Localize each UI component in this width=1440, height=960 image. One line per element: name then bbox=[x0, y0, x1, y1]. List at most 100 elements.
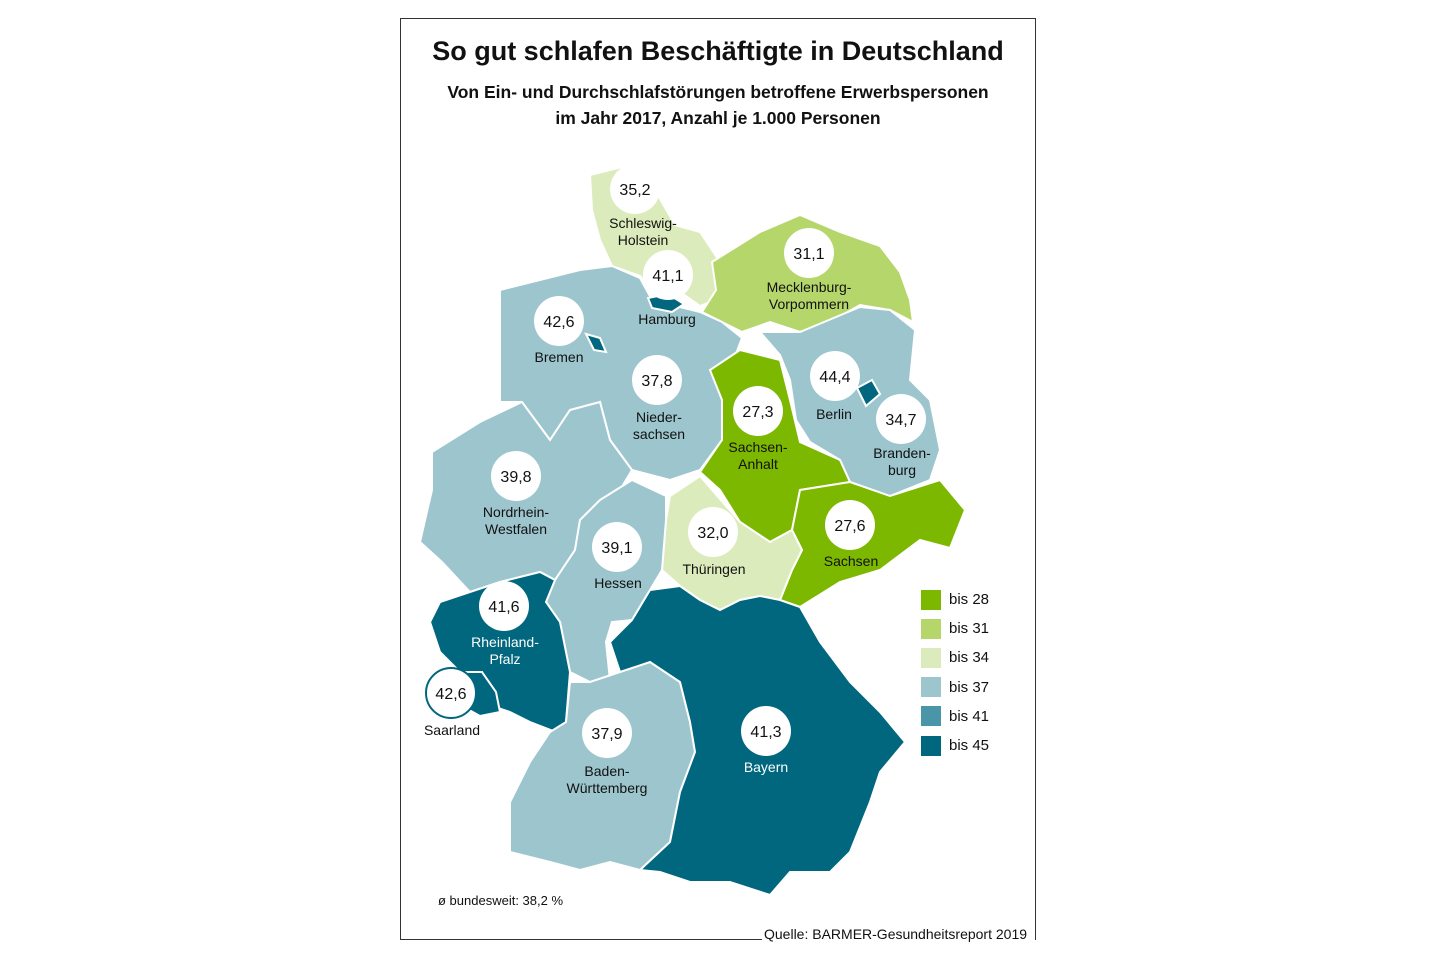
state-value: 34,7 bbox=[885, 412, 916, 429]
legend-swatch bbox=[921, 735, 941, 756]
state-value: 31,1 bbox=[793, 246, 824, 263]
state-value: 39,8 bbox=[500, 469, 531, 486]
legend-label: bis 37 bbox=[949, 678, 990, 696]
legend-item: bis 37 bbox=[921, 673, 989, 702]
state-label: Bayern bbox=[744, 759, 788, 775]
legend-item: bis 45 bbox=[921, 731, 989, 760]
state-marker-schleswig-holstein: 35,2 Schleswig-Holstein bbox=[609, 164, 677, 248]
value-circle bbox=[534, 296, 584, 346]
value-circle bbox=[491, 451, 541, 501]
value-circle bbox=[592, 522, 642, 572]
state-value: 44,4 bbox=[819, 369, 850, 386]
chart-frame bbox=[400, 18, 1036, 940]
value-circle bbox=[733, 386, 783, 436]
state-label: Anhalt bbox=[738, 456, 778, 472]
state-value: 27,3 bbox=[742, 404, 773, 421]
value-circle bbox=[632, 355, 682, 405]
state-marker-bayern: 41,3 Bayern bbox=[741, 706, 791, 775]
legend-swatch bbox=[921, 647, 941, 668]
value-circle bbox=[784, 228, 834, 278]
legend-swatch bbox=[921, 618, 941, 639]
state-label: Holstein bbox=[618, 232, 669, 248]
state-marker-hamburg: 41,1 Hamburg bbox=[638, 250, 696, 327]
state-label: sachsen bbox=[633, 426, 685, 442]
state-label: Baden- bbox=[584, 763, 629, 779]
value-circle bbox=[643, 250, 693, 300]
subtitle-line-2: im Jahr 2017, Anzahl je 1.000 Personen bbox=[555, 108, 881, 128]
legend-swatch bbox=[921, 589, 941, 610]
state-label: Nieder- bbox=[636, 409, 682, 425]
state-label: Westfalen bbox=[485, 521, 547, 537]
state-value: 27,6 bbox=[834, 518, 865, 535]
state-marker-hessen: 39,1 Hessen bbox=[592, 522, 642, 591]
value-circle bbox=[810, 351, 860, 401]
state-label: Württemberg bbox=[567, 780, 648, 796]
state-bremen bbox=[584, 332, 608, 354]
state-value: 42,6 bbox=[435, 686, 466, 703]
legend-item: bis 28 bbox=[921, 585, 989, 614]
state-marker-th-ringen: 32,0 Thüringen bbox=[682, 507, 746, 577]
state-value: 37,8 bbox=[641, 373, 672, 390]
frame-bottom-line bbox=[400, 939, 762, 940]
legend-label: bis 31 bbox=[949, 620, 990, 638]
legend-label: bis 34 bbox=[949, 649, 990, 667]
state-marker-rheinland-pfalz: 41,6 Rheinland-Pfalz bbox=[471, 581, 539, 667]
state-marker-sachsen: 27,6 Sachsen bbox=[824, 500, 878, 569]
state-value: 41,3 bbox=[750, 724, 781, 741]
state-label: Thüringen bbox=[682, 561, 745, 577]
state-value: 41,1 bbox=[652, 268, 683, 285]
state-marker-bremen: 42,6 Bremen bbox=[534, 296, 584, 365]
value-circle bbox=[876, 394, 926, 444]
value-circle bbox=[741, 706, 791, 756]
state-label: Berlin bbox=[816, 406, 852, 422]
state-marker-berlin: 44,4 Berlin bbox=[810, 351, 860, 422]
state-value: 35,2 bbox=[619, 182, 650, 199]
subtitle-line-1: Von Ein- und Durchschlafstörungen betrof… bbox=[447, 82, 989, 102]
state-label: Sachsen- bbox=[728, 439, 787, 455]
state-marker-brandenburg: 34,7 Branden-burg bbox=[873, 394, 931, 478]
state-label: Schleswig- bbox=[609, 215, 677, 231]
value-circle bbox=[479, 581, 529, 631]
map-subtitle: Von Ein- und Durchschlafstörungen betrof… bbox=[340, 79, 1096, 131]
legend-swatch bbox=[921, 677, 941, 698]
state-label: Saarland bbox=[424, 722, 480, 738]
legend-item: bis 41 bbox=[921, 702, 989, 731]
legend-label: bis 28 bbox=[949, 591, 990, 609]
state-label: burg bbox=[888, 462, 916, 478]
legend-item: bis 34 bbox=[921, 643, 989, 672]
value-circle bbox=[425, 667, 477, 719]
national-average: ø bundesweit: 38,2 % bbox=[438, 893, 564, 908]
state-label: Hamburg bbox=[638, 311, 696, 327]
value-circle bbox=[825, 500, 875, 550]
state-value: 42,6 bbox=[543, 314, 574, 331]
state-label: Vorpommern bbox=[769, 296, 849, 312]
state-value: 37,9 bbox=[591, 726, 622, 743]
state-marker-niedersachsen: 37,8 Nieder-sachsen bbox=[632, 355, 685, 442]
state-brandenburg bbox=[757, 305, 942, 498]
state-marker-sachsen-anhalt: 27,3 Sachsen-Anhalt bbox=[728, 386, 788, 472]
value-circle bbox=[688, 507, 738, 557]
legend-item: bis 31 bbox=[921, 614, 989, 643]
state-value: 39,1 bbox=[601, 540, 632, 557]
legend-swatch bbox=[921, 706, 941, 727]
state-marker-mecklenburg-vorpommern: 31,1 Mecklenburg-Vorpommern bbox=[767, 228, 852, 312]
state-value: 32,0 bbox=[697, 525, 728, 542]
state-label: Bremen bbox=[534, 349, 583, 365]
state-label: Pfalz bbox=[489, 651, 520, 667]
state-label: Sachsen bbox=[824, 553, 878, 569]
legend: bis 28 bis 31 bis 34 bis 37 bis 41 bis 45 bbox=[921, 585, 989, 760]
map-title: So gut schlafen Beschäftigte in Deutschl… bbox=[432, 36, 1004, 66]
state-marker-nordrhein-westfalen: 39,8 Nordrhein-Westfalen bbox=[483, 451, 549, 537]
value-circle bbox=[610, 164, 660, 214]
state-marker-saarland: 42,6 Saarland bbox=[424, 667, 480, 738]
value-circle bbox=[582, 708, 632, 758]
state-label: Hessen bbox=[594, 575, 641, 591]
state-label: Rheinland- bbox=[471, 634, 539, 650]
state-label: Mecklenburg- bbox=[767, 279, 852, 295]
legend-label: bis 45 bbox=[949, 737, 990, 755]
state-label: Nordrhein- bbox=[483, 504, 549, 520]
state-berlin bbox=[855, 378, 882, 408]
legend-label: bis 41 bbox=[949, 707, 990, 725]
state-value: 41,6 bbox=[488, 599, 519, 616]
